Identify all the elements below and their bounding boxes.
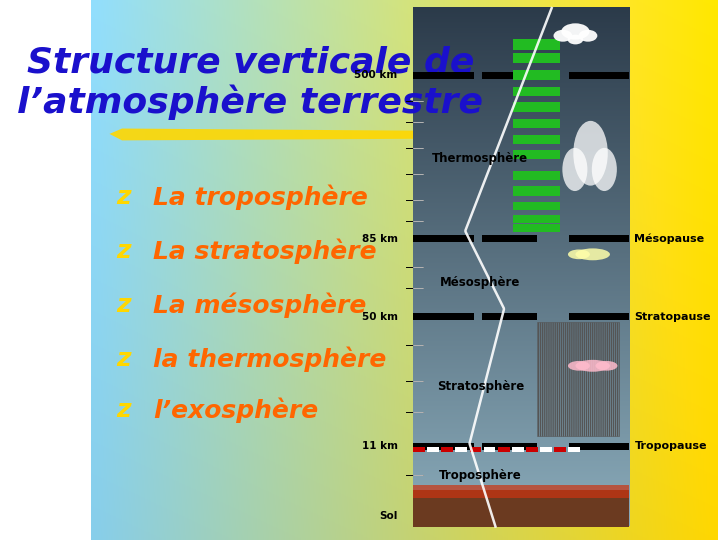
- Text: 50 km: 50 km: [361, 312, 397, 321]
- Bar: [569, 72, 629, 79]
- Text: Troposphère: Troposphère: [439, 469, 522, 482]
- Polygon shape: [109, 129, 429, 140]
- Bar: [482, 235, 536, 242]
- Bar: [484, 447, 495, 453]
- Text: Mésosphère: Mésosphère: [440, 276, 521, 289]
- Bar: [513, 103, 560, 112]
- Bar: [536, 322, 618, 436]
- Bar: [512, 447, 523, 453]
- Ellipse shape: [579, 30, 598, 42]
- Text: La stratosphère: La stratosphère: [153, 238, 377, 264]
- Text: La mésosphère: La mésosphère: [153, 292, 366, 318]
- Bar: [482, 313, 536, 320]
- Text: 85 km: 85 km: [361, 234, 397, 244]
- Bar: [441, 447, 454, 453]
- Text: Mésopause: Mésopause: [634, 233, 705, 244]
- Bar: [513, 134, 560, 144]
- Bar: [413, 447, 426, 453]
- Text: l’atmosphère terrestre: l’atmosphère terrestre: [17, 85, 483, 120]
- Ellipse shape: [568, 249, 590, 259]
- Ellipse shape: [568, 361, 590, 370]
- Text: la thermosphère: la thermosphère: [153, 346, 387, 372]
- Text: Stratosphère: Stratosphère: [437, 380, 524, 393]
- Bar: [513, 224, 560, 232]
- Bar: [482, 443, 536, 450]
- Bar: [513, 70, 560, 79]
- Bar: [469, 447, 482, 453]
- Bar: [568, 447, 580, 453]
- Text: Thermosphère: Thermosphère: [432, 152, 528, 165]
- Bar: [413, 235, 474, 242]
- Bar: [413, 72, 474, 79]
- Ellipse shape: [592, 148, 617, 191]
- Bar: [513, 202, 560, 210]
- Bar: [413, 443, 474, 450]
- Bar: [482, 72, 536, 79]
- Bar: [554, 447, 566, 453]
- Ellipse shape: [575, 360, 610, 372]
- Bar: [513, 186, 560, 196]
- Bar: [540, 447, 552, 453]
- Text: z: z: [116, 293, 130, 317]
- Text: z: z: [116, 239, 130, 263]
- Bar: [513, 39, 560, 50]
- Ellipse shape: [567, 35, 583, 44]
- Bar: [513, 119, 560, 129]
- Bar: [513, 87, 560, 96]
- Text: z: z: [116, 399, 130, 422]
- Text: 11 km: 11 km: [361, 441, 397, 451]
- Bar: [456, 447, 467, 453]
- Text: Stratopause: Stratopause: [634, 312, 711, 321]
- Ellipse shape: [554, 30, 572, 42]
- Bar: [569, 235, 629, 242]
- Ellipse shape: [562, 23, 590, 39]
- Ellipse shape: [562, 148, 588, 191]
- Text: z: z: [116, 185, 130, 209]
- Text: Sol: Sol: [379, 511, 397, 521]
- Bar: [569, 313, 629, 320]
- Text: La troposphère: La troposphère: [153, 184, 368, 210]
- Text: z: z: [116, 347, 130, 371]
- Text: Structure verticale de: Structure verticale de: [27, 45, 474, 79]
- Bar: [498, 447, 510, 453]
- Ellipse shape: [575, 248, 610, 260]
- Bar: [413, 313, 474, 320]
- Ellipse shape: [595, 361, 618, 370]
- Bar: [569, 443, 629, 450]
- Bar: [413, 485, 629, 498]
- Bar: [513, 150, 560, 159]
- Bar: [513, 171, 560, 180]
- Text: l’exosphère: l’exosphère: [153, 397, 319, 423]
- Bar: [413, 490, 629, 526]
- Bar: [513, 53, 560, 63]
- Bar: [428, 447, 439, 453]
- Text: Tropopause: Tropopause: [634, 441, 707, 451]
- Ellipse shape: [573, 121, 608, 186]
- Text: 500 km: 500 km: [354, 71, 397, 80]
- Bar: [513, 215, 560, 223]
- Bar: [526, 447, 538, 453]
